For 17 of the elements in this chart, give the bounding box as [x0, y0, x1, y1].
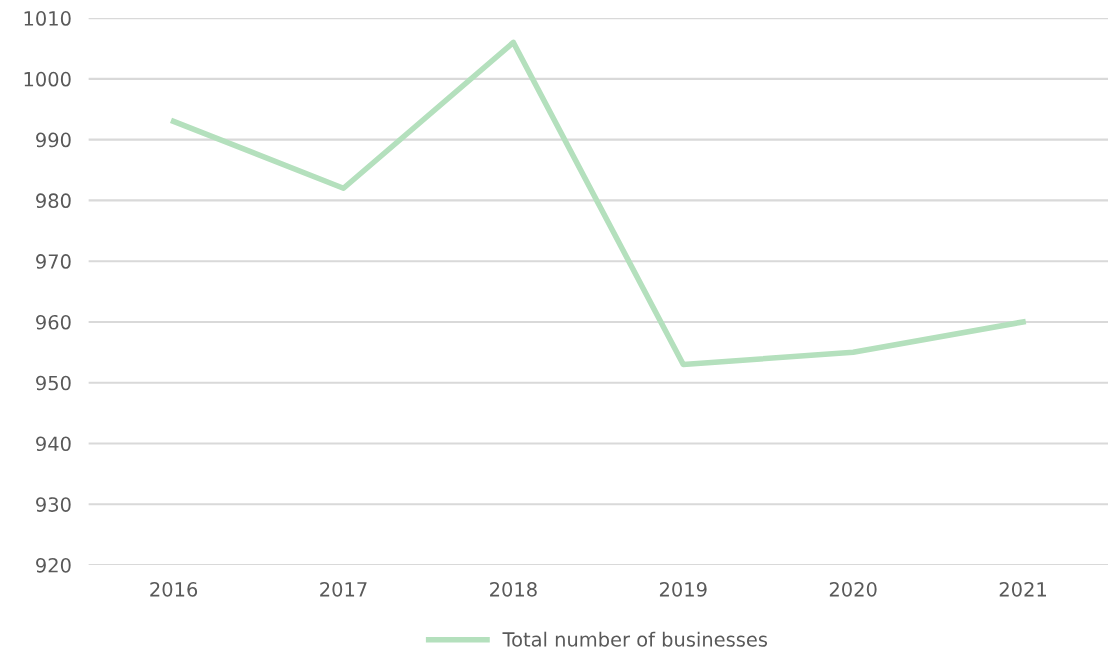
y-tick-label: 1010 — [24, 11, 71, 26]
x-tick-label: 2021 — [999, 581, 1046, 597]
y-tick-label: 960 — [36, 314, 71, 330]
y-tick-label: 970 — [36, 254, 71, 269]
y-tick-label: 990 — [36, 132, 71, 148]
y-tick-label: 940 — [36, 436, 71, 452]
y-tick-label: 930 — [36, 497, 71, 512]
x-tick-label: 2020 — [829, 581, 877, 597]
y-tick-label: 1000 — [24, 71, 71, 87]
x-tick-label: 2016 — [150, 581, 198, 597]
y-tick-label: 950 — [36, 375, 71, 391]
x-tick-label: 2017 — [320, 581, 367, 597]
y-tick-label: 920 — [36, 557, 71, 573]
x-tick-label: 2018 — [490, 581, 537, 597]
y-tick-label: 980 — [36, 193, 71, 209]
legend-label: Total number of businesses — [502, 631, 768, 647]
x-tick-label: 2019 — [659, 581, 707, 597]
